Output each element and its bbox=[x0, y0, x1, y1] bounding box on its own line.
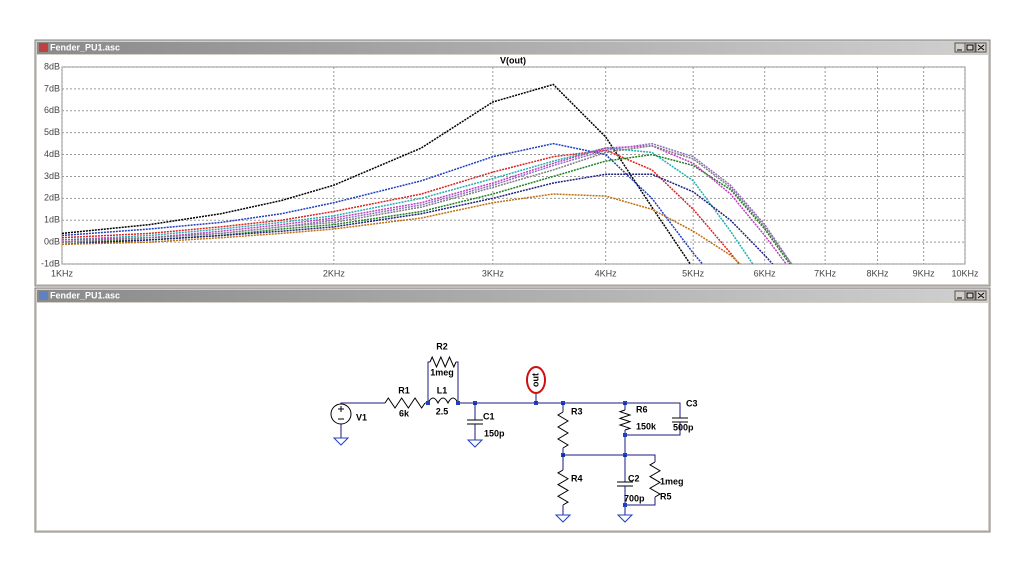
component-value: 6k bbox=[399, 408, 410, 418]
series-line bbox=[62, 193, 742, 264]
wire bbox=[458, 402, 681, 418]
button-glyphs bbox=[957, 292, 985, 299]
maximize-button[interactable] bbox=[964, 290, 976, 301]
window-title: Fender_PU1.asc bbox=[50, 42, 120, 52]
window-icon bbox=[39, 43, 48, 52]
component-name: R4 bbox=[571, 473, 583, 483]
x-tick-label: 3KHz bbox=[482, 268, 505, 278]
minimize-button[interactable] bbox=[954, 42, 966, 53]
minimize-button[interactable] bbox=[954, 290, 966, 301]
x-tick-label: 10KHz bbox=[951, 268, 979, 278]
window-title: Fender_PU1.asc bbox=[50, 290, 120, 300]
component-name: L1 bbox=[437, 385, 448, 395]
resistor bbox=[557, 411, 569, 449]
x-tick-label: 9KHz bbox=[913, 268, 936, 278]
y-tick-label: 8dB bbox=[44, 61, 60, 71]
schematic-pane bbox=[37, 303, 988, 530]
net-label: out bbox=[530, 373, 540, 387]
resistor bbox=[618, 409, 632, 431]
wire bbox=[340, 402, 385, 404]
ground bbox=[554, 514, 572, 523]
series-line bbox=[62, 173, 774, 264]
component-value: 1meg bbox=[660, 476, 684, 486]
wire bbox=[456, 361, 459, 403]
y-tick-label: 4dB bbox=[44, 149, 60, 159]
series-line bbox=[62, 142, 704, 264]
ground bbox=[466, 439, 484, 448]
x-tick-label: 7KHz bbox=[814, 268, 837, 278]
button-glyphs bbox=[957, 44, 985, 51]
series-line bbox=[62, 149, 740, 264]
component-value: 1meg bbox=[430, 367, 454, 377]
component-name: R2 bbox=[436, 341, 448, 351]
window-icon bbox=[39, 291, 48, 300]
x-tick-label: 2KHz bbox=[323, 268, 346, 278]
component-name: V1 bbox=[356, 412, 367, 422]
ground bbox=[616, 514, 634, 523]
y-tick-label: 2dB bbox=[44, 193, 60, 203]
component-name: R6 bbox=[636, 404, 648, 414]
component-name: C3 bbox=[686, 398, 698, 408]
y-tick-label: 0dB bbox=[44, 236, 60, 246]
plot-pane bbox=[37, 55, 988, 284]
node bbox=[623, 503, 627, 507]
component-name: R1 bbox=[398, 385, 410, 395]
x-tick-label: 1KHz bbox=[51, 268, 74, 278]
y-tick-label: 3dB bbox=[44, 171, 60, 181]
y-tick-label: -1dB bbox=[41, 258, 60, 268]
y-tick-label: 7dB bbox=[44, 83, 60, 93]
source-signs bbox=[338, 406, 344, 420]
component-name: R3 bbox=[571, 406, 583, 416]
resistor bbox=[384, 397, 426, 409]
inductor bbox=[427, 397, 459, 405]
ground bbox=[332, 437, 350, 446]
series-line bbox=[62, 145, 793, 264]
node bbox=[623, 433, 627, 437]
series-line bbox=[62, 83, 692, 264]
window-buttons[interactable] bbox=[954, 290, 987, 301]
component-name: C2 bbox=[628, 473, 640, 483]
wire bbox=[563, 454, 656, 462]
title-bar bbox=[37, 42, 988, 54]
wire bbox=[625, 497, 656, 506]
x-tick-label: 8KHz bbox=[866, 268, 889, 278]
schematic bbox=[330, 355, 688, 523]
maximize-button[interactable] bbox=[964, 42, 976, 53]
node bbox=[456, 401, 460, 405]
component-name: C1 bbox=[483, 411, 495, 421]
component-name: R5 bbox=[660, 491, 672, 501]
component-value: 2.5 bbox=[436, 406, 449, 416]
chart-title: V(out) bbox=[500, 55, 526, 65]
series-line bbox=[62, 145, 788, 264]
x-tick-label: 5KHz bbox=[682, 268, 705, 278]
series-line bbox=[62, 147, 754, 264]
component-value: 700p bbox=[624, 493, 645, 503]
y-tick-label: 6dB bbox=[44, 105, 60, 115]
x-tick-label: 6KHz bbox=[754, 268, 777, 278]
y-tick-label: 5dB bbox=[44, 127, 60, 137]
resistor bbox=[649, 461, 661, 498]
net-label-highlight bbox=[526, 366, 546, 394]
window-buttons[interactable] bbox=[954, 42, 987, 53]
title-bar bbox=[37, 290, 988, 302]
component-value: 150p bbox=[484, 428, 505, 438]
y-tick-label: 1dB bbox=[44, 215, 60, 225]
node bbox=[426, 401, 430, 405]
x-tick-label: 4KHz bbox=[595, 268, 618, 278]
wire bbox=[427, 361, 430, 403]
chart: -1dB 0dB 1dB 2dB 3dB 4dB 5dB 6dB 7dB 8dB 1KHz 2KHz 3… bbox=[41, 61, 979, 278]
plot-frame bbox=[61, 66, 966, 265]
component-value: 500p bbox=[673, 422, 694, 432]
component-value: 150k bbox=[636, 421, 657, 431]
wire bbox=[625, 422, 681, 436]
resistor bbox=[429, 355, 457, 369]
resistor bbox=[557, 469, 569, 506]
